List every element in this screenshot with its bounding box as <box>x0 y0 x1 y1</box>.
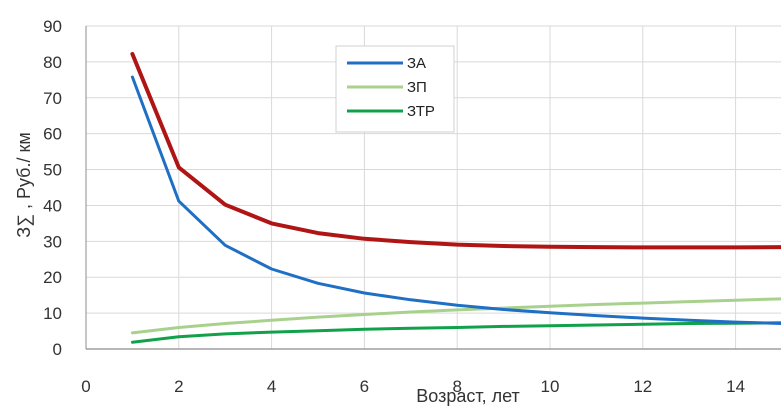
x-tick-label: 12 <box>633 377 652 396</box>
y-tick-label: 10 <box>43 304 62 323</box>
series-line-2 <box>130 297 781 335</box>
x-axis-title: Возраст, лет <box>416 386 520 406</box>
x-tick-label: 14 <box>726 377 745 396</box>
y-tick-label: 50 <box>43 161 62 180</box>
y-tick-label: 0 <box>53 340 62 359</box>
legend-label-3: ЗТР <box>407 103 435 120</box>
y-tick-label: 60 <box>43 125 62 144</box>
y-axis-title: З∑ , Руб./ км <box>14 132 34 237</box>
x-tick-label: 4 <box>267 377 276 396</box>
series-line-1 <box>130 75 781 325</box>
y-tick-label: 30 <box>43 232 62 251</box>
x-tick-label: 6 <box>360 377 369 396</box>
x-tick-label: 0 <box>81 377 90 396</box>
series-line-4 <box>130 52 781 250</box>
y-tick-label: 90 <box>43 17 62 36</box>
y-tick-label: 80 <box>43 53 62 72</box>
y-tick-label: 20 <box>43 268 62 287</box>
y-tick-labels: 0 10 20 30 40 50 60 70 80 90 <box>43 17 62 359</box>
x-tick-label: 10 <box>541 377 560 396</box>
y-tick-label: 40 <box>43 196 62 215</box>
x-tick-labels: 0 2 4 6 8 10 12 14 <box>81 377 745 396</box>
axes <box>85 26 781 350</box>
legend-label-2: ЗП <box>407 79 427 96</box>
x-tick-label: 8 <box>452 377 461 396</box>
series-lines <box>130 52 781 344</box>
legend-label-1: ЗА <box>407 55 426 72</box>
legend: ЗА ЗП ЗТР <box>335 45 455 133</box>
y-tick-label: 70 <box>43 89 62 108</box>
legend-box <box>335 45 455 133</box>
x-tick-label: 2 <box>174 377 183 396</box>
series-line-3 <box>130 321 781 344</box>
